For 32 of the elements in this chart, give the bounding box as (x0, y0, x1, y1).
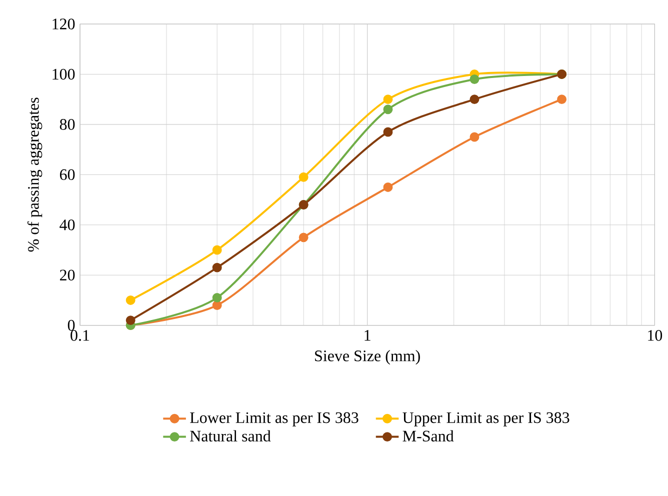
point (126, 295, 136, 305)
point (212, 262, 222, 272)
point (383, 182, 393, 192)
legend-label: Lower Limit as per IS 383 (190, 412, 358, 426)
point (298, 232, 308, 242)
point (470, 132, 480, 142)
legend-label: M-Sand (402, 430, 454, 442)
point (470, 74, 480, 84)
point (298, 172, 308, 182)
point (212, 245, 222, 255)
y-tick-label: 40 (60, 219, 75, 230)
point (126, 316, 136, 326)
y-tick-label: 60 (60, 169, 75, 180)
point (470, 94, 480, 104)
y-tick-label: 80 (60, 119, 75, 130)
x-tick-label: 10 (648, 330, 662, 341)
point (383, 127, 393, 137)
point (212, 300, 222, 310)
point (212, 292, 222, 302)
y-tick-label: 120 (52, 18, 75, 30)
x-tick-label: 1 (364, 330, 370, 341)
x-tick-label: 0.1 (70, 330, 90, 341)
y-axis-title: % of passing aggregates (27, 98, 42, 252)
point (557, 94, 566, 104)
point (383, 104, 393, 114)
y-tick-label: 20 (60, 270, 75, 280)
legend-label: Upper Limit as per IS 383 (402, 412, 570, 426)
x-axis-title: Sieve Size (mm) (315, 350, 420, 365)
y-tick-label: 0 (68, 320, 75, 331)
legend-label: Natural sand (190, 430, 271, 442)
y-tick-label: 100 (52, 68, 75, 80)
point (383, 94, 393, 104)
